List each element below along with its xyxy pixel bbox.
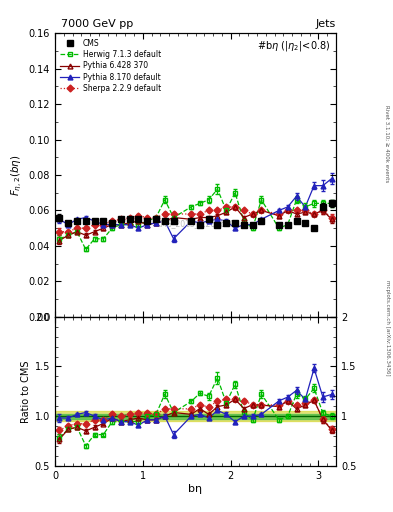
Text: #b$\eta$ ($|\eta_2|$<0.8): #b$\eta$ ($|\eta_2|$<0.8) [257,39,331,53]
Text: 7000 GeV pp: 7000 GeV pp [61,19,133,29]
Bar [55,411,336,421]
Bar [55,414,336,419]
Text: Rivet 3.1.10; ≥ 400k events: Rivet 3.1.10; ≥ 400k events [385,105,389,182]
Y-axis label: Ratio to CMS: Ratio to CMS [20,360,31,422]
X-axis label: bη: bη [189,483,202,494]
Text: mcplots.cern.ch [arXiv:1306.3436]: mcplots.cern.ch [arXiv:1306.3436] [385,280,389,375]
Y-axis label: $F_{\eta,2}(b\eta)$: $F_{\eta,2}(b\eta)$ [10,154,24,196]
Text: Jets: Jets [316,19,336,29]
Legend: CMS, Herwig 7.1.3 default, Pythia 6.428 370, Pythia 8.170 default, Sherpa 2.2.9 : CMS, Herwig 7.1.3 default, Pythia 6.428 … [59,37,162,94]
Text: CMS_2013_I1265659: CMS_2013_I1265659 [156,219,235,228]
